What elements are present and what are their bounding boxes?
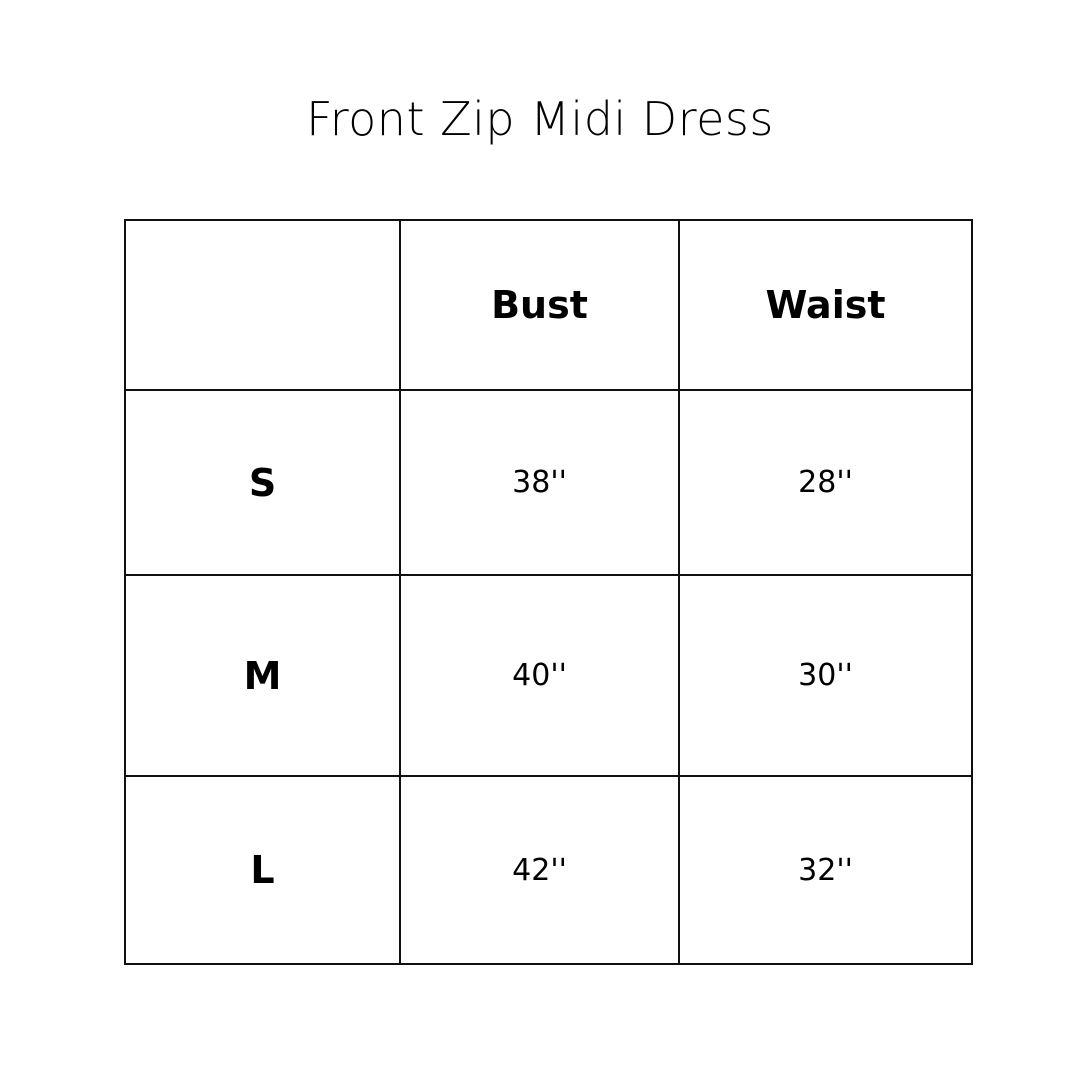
waist-value: 30'' (678, 574, 973, 777)
table-row: S 38'' 28'' (124, 389, 973, 576)
header-bust: Bust (399, 219, 680, 391)
table-row: L 42'' 32'' (124, 775, 973, 965)
size-label: L (124, 775, 401, 965)
bust-value: 42'' (399, 775, 680, 965)
page-title: Front Zip Midi Dress (306, 92, 774, 146)
bust-value: 38'' (399, 389, 680, 576)
waist-value: 32'' (678, 775, 973, 965)
header-waist: Waist (678, 219, 973, 391)
table-row: M 40'' 30'' (124, 574, 973, 777)
bust-value: 40'' (399, 574, 680, 777)
size-label: S (124, 389, 401, 576)
table-header-row: Bust Waist (124, 219, 973, 391)
size-label: M (124, 574, 401, 777)
size-chart-table: Bust Waist S 38'' 28'' M 40'' 30'' L 42'… (124, 219, 973, 965)
waist-value: 28'' (678, 389, 973, 576)
header-empty-cell (124, 219, 401, 391)
